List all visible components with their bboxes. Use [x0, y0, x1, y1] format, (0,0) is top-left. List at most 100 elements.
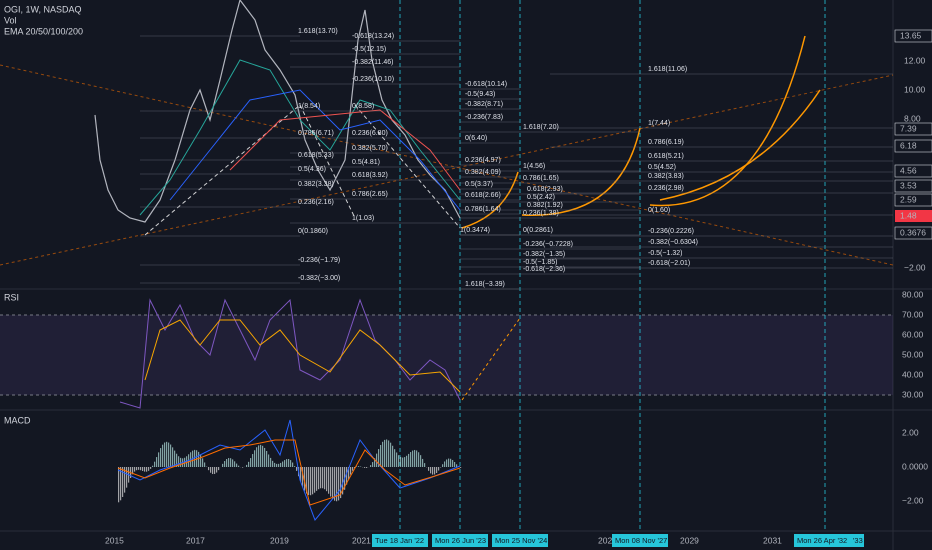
- macd-bar: [136, 467, 138, 471]
- price-badge-text: 7.39: [900, 123, 917, 133]
- fib-label: 0.5(2.42): [527, 194, 555, 201]
- price-badge: [894, 179, 932, 193]
- time-badge: [492, 534, 548, 547]
- macd-bar: [398, 455, 400, 467]
- macd-bar: [236, 463, 238, 467]
- rsi-projection: [461, 317, 521, 401]
- macd-bar: [350, 467, 352, 475]
- macd-bar: [406, 455, 408, 467]
- price-badge-text: 2.59: [900, 194, 917, 204]
- fib-label: -0.618(−2.36): [523, 266, 565, 273]
- fib-label: 0.5(4.81): [352, 159, 380, 166]
- macd-bar: [400, 456, 402, 467]
- time-markers: [399, 0, 826, 531]
- price-badge: [894, 164, 932, 178]
- macd-bar: [184, 457, 186, 467]
- macd-bar: [260, 444, 262, 467]
- price-badge: [894, 122, 932, 136]
- macd-bar: [388, 440, 390, 467]
- fib-label: -0.236(7.83): [465, 114, 503, 121]
- macd-bar: [430, 467, 432, 474]
- fib-label: -0.5(−1.32): [648, 250, 682, 257]
- macd-bar: [266, 450, 268, 467]
- ema: [229, 109, 461, 191]
- macd-bar: [174, 450, 176, 467]
- macd-bar: [254, 450, 256, 467]
- macd-bar: [180, 457, 182, 467]
- macd-bar: [374, 458, 376, 467]
- macd-bar: [168, 442, 170, 467]
- fib-label: 0.236(6.80): [352, 130, 388, 137]
- fib-label: 0.618(2.66): [465, 192, 501, 199]
- price-label: 8.00: [904, 113, 921, 123]
- macd-bar: [126, 467, 128, 488]
- macd-bar: [392, 445, 394, 467]
- macd-bar: [138, 467, 140, 470]
- macd-bar: [338, 467, 340, 501]
- macd-bar: [268, 454, 270, 467]
- macd-bar: [178, 456, 180, 467]
- fib-label: 1.618(11.06): [648, 66, 687, 73]
- price-label: −2.00: [904, 262, 926, 272]
- macd-bar: [140, 467, 142, 471]
- time-badge: [432, 534, 488, 547]
- macd-bar: [302, 467, 304, 487]
- macd-axis-label: −2.00: [902, 495, 924, 505]
- time-badge-text: Mon 26 Jun '23: [435, 536, 486, 545]
- macd-bar: [420, 455, 422, 467]
- macd-bar: [358, 466, 360, 467]
- macd-bar: [256, 447, 258, 467]
- fib-label: -0.382(−3.00): [298, 275, 340, 282]
- macd-bar: [234, 461, 236, 467]
- price-badge-text: 13.65: [900, 30, 922, 40]
- fib-label: -0.236(0.2226): [648, 228, 694, 235]
- price-badge: [894, 29, 932, 43]
- fib-label: 0.786(1.65): [523, 175, 559, 182]
- macd-bar: [340, 467, 342, 499]
- macd-bar: [224, 461, 226, 467]
- fib-label: 1(8.54): [298, 103, 320, 110]
- macd-bar: [208, 467, 210, 471]
- macd-bar: [402, 457, 404, 467]
- macd-bar: [332, 467, 334, 499]
- macd-bar: [120, 467, 122, 501]
- macd-bar: [324, 467, 326, 490]
- macd-bar: [328, 467, 330, 494]
- macd-bar: [312, 467, 314, 495]
- macd-bar: [242, 467, 244, 468]
- macd-bar: [162, 444, 164, 467]
- fib-label: 0.786(6.71): [298, 130, 334, 137]
- fib-label: 0.382(3.83): [648, 173, 684, 180]
- macd-bar: [146, 467, 148, 472]
- fib-label: 0.236(1.38): [523, 210, 559, 217]
- time-badge-text: '33: [853, 536, 863, 545]
- macd-bar: [164, 442, 166, 467]
- macd-bar: [294, 466, 296, 467]
- macd-bar: [446, 459, 448, 467]
- macd-bar: [122, 467, 124, 497]
- macd-bar: [276, 463, 278, 467]
- fib-label: 0.382(5.70): [352, 145, 388, 152]
- macd-bar: [384, 439, 386, 467]
- macd-bar: [118, 467, 120, 503]
- fib-label: 1.618(13.70): [298, 28, 338, 35]
- time-label: 2017: [186, 535, 205, 545]
- fib-label: 1(7.44): [648, 120, 670, 127]
- macd-bar: [438, 467, 440, 471]
- macd-bar: [142, 467, 144, 471]
- macd-bar: [410, 452, 412, 467]
- time-label: 2021: [352, 535, 371, 545]
- macd-bar: [394, 449, 396, 467]
- macd-bar: [382, 441, 384, 467]
- macd-bar: [454, 462, 456, 467]
- fib-label: -0.236(10.10): [352, 76, 394, 83]
- fib-label: -0.236(−1.79): [298, 257, 340, 264]
- macd-bar: [366, 467, 368, 468]
- macd-bar: [336, 467, 338, 502]
- macd-bar: [154, 461, 156, 467]
- fib-label: 0(0.2861): [523, 227, 553, 234]
- fib-label: 0(0.1860): [298, 228, 328, 235]
- rsi-band: [0, 315, 893, 395]
- macd-bar: [170, 444, 172, 467]
